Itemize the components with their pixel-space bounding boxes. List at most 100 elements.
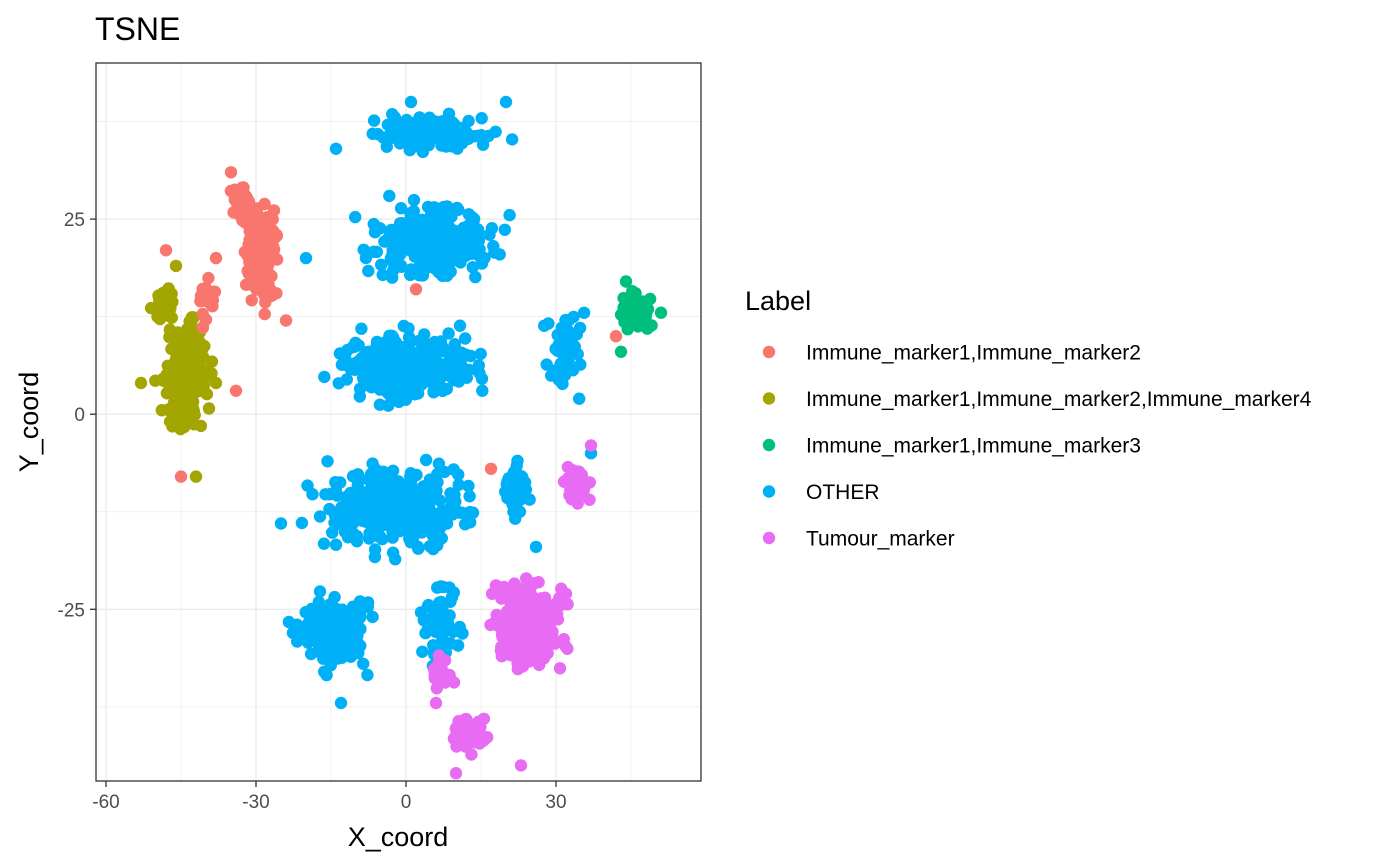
- data-point: [428, 474, 442, 487]
- data-point: [478, 733, 491, 746]
- data-point: [348, 490, 361, 503]
- data-point: [408, 239, 421, 253]
- data-point: [429, 341, 442, 355]
- data-point: [368, 226, 382, 239]
- data-point: [449, 767, 463, 780]
- data-point: [450, 201, 464, 215]
- data-point: [202, 402, 216, 415]
- data-point: [447, 586, 460, 599]
- data-point: [256, 269, 269, 283]
- data-point: [306, 488, 319, 501]
- data-point: [484, 618, 497, 632]
- data-point: [270, 253, 284, 266]
- data-point: [489, 125, 502, 138]
- data-point: [577, 306, 591, 319]
- data-point: [510, 606, 523, 619]
- data-point: [403, 494, 416, 508]
- data-point: [264, 244, 277, 258]
- data-point: [184, 403, 198, 416]
- series-points: [274, 95, 598, 710]
- data-point: [233, 198, 246, 212]
- data-point: [387, 263, 400, 277]
- data-point: [229, 384, 243, 397]
- data-point: [384, 508, 397, 521]
- data-point: [416, 372, 429, 385]
- data-point: [352, 511, 365, 524]
- data-point: [475, 129, 488, 142]
- data-point: [516, 660, 530, 673]
- data-point: [153, 293, 166, 307]
- data-point: [447, 120, 461, 134]
- data-point: [438, 676, 452, 689]
- data-point: [523, 493, 536, 506]
- data-point: [378, 235, 391, 248]
- data-point: [369, 463, 383, 476]
- data-point: [419, 453, 433, 467]
- data-point: [527, 619, 540, 632]
- data-point: [198, 289, 211, 302]
- data-point: [328, 638, 342, 651]
- data-point: [346, 470, 360, 483]
- data-point: [535, 639, 548, 652]
- data-point: [185, 311, 199, 324]
- legend-key: [762, 531, 776, 545]
- data-point: [367, 354, 381, 367]
- data-point: [495, 640, 508, 654]
- data-point: [621, 323, 634, 336]
- data-point: [574, 358, 587, 371]
- data-point: [334, 476, 347, 489]
- data-point: [513, 505, 527, 518]
- data-point: [317, 537, 331, 550]
- data-point: [455, 359, 468, 372]
- data-point: [450, 504, 464, 518]
- data-point: [442, 327, 455, 340]
- data-point: [169, 329, 182, 342]
- data-point: [452, 375, 466, 388]
- data-point: [453, 319, 467, 332]
- data-point: [464, 349, 477, 363]
- data-point: [361, 668, 374, 682]
- data-point: [376, 532, 389, 546]
- data-point: [162, 282, 175, 295]
- data-point: [639, 312, 652, 325]
- data-point: [188, 361, 201, 374]
- data-point: [362, 264, 375, 278]
- legend-label: OTHER: [806, 481, 880, 504]
- data-point: [174, 346, 188, 360]
- data-point: [431, 581, 444, 594]
- data-point: [352, 646, 365, 660]
- data-point: [282, 615, 296, 629]
- data-point: [444, 595, 457, 608]
- data-point: [404, 268, 417, 282]
- data-point: [326, 526, 339, 539]
- data-point: [540, 358, 553, 371]
- data-point: [485, 587, 499, 600]
- data-point: [474, 347, 487, 361]
- data-point: [329, 142, 343, 155]
- data-point: [427, 386, 440, 399]
- data-point: [169, 259, 183, 273]
- data-point: [258, 307, 271, 321]
- data-point: [295, 516, 309, 530]
- series-points: [134, 259, 223, 483]
- data-point: [164, 363, 178, 377]
- data-point: [434, 636, 448, 649]
- data-point: [441, 617, 455, 630]
- data-point: [459, 332, 472, 345]
- data-point: [416, 645, 429, 658]
- data-point: [299, 251, 313, 265]
- data-point: [452, 468, 465, 481]
- data-point: [341, 343, 354, 357]
- data-point: [206, 300, 219, 313]
- legend: Label Immune_marker1,Immune_marker2 Immun…: [745, 286, 1312, 551]
- data-point: [431, 508, 444, 521]
- data-point: [348, 633, 362, 646]
- legend-label: Immune_marker1,Immune_marker2: [806, 342, 1141, 365]
- data-point: [393, 137, 407, 150]
- data-point: [457, 121, 471, 135]
- data-point: [361, 363, 374, 377]
- data-point: [629, 305, 643, 318]
- data-point: [553, 662, 567, 675]
- data-point: [340, 626, 354, 639]
